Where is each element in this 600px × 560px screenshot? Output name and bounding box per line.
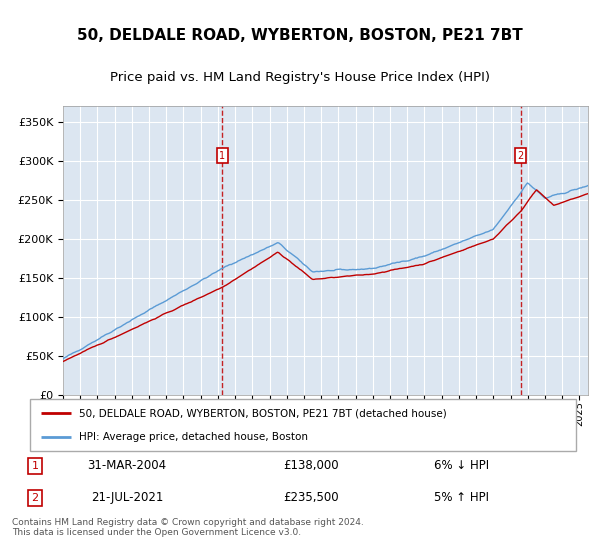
Text: HPI: Average price, detached house, Boston: HPI: Average price, detached house, Bost… — [79, 432, 308, 442]
Text: 50, DELDALE ROAD, WYBERTON, BOSTON, PE21 7BT (detached house): 50, DELDALE ROAD, WYBERTON, BOSTON, PE21… — [79, 408, 447, 418]
Text: £138,000: £138,000 — [284, 459, 340, 472]
Text: 50, DELDALE ROAD, WYBERTON, BOSTON, PE21 7BT: 50, DELDALE ROAD, WYBERTON, BOSTON, PE21… — [77, 27, 523, 43]
Text: 1: 1 — [32, 461, 38, 470]
Text: 21-JUL-2021: 21-JUL-2021 — [91, 491, 163, 505]
Text: 6% ↓ HPI: 6% ↓ HPI — [434, 459, 489, 472]
Text: 5% ↑ HPI: 5% ↑ HPI — [434, 491, 489, 505]
Text: £235,500: £235,500 — [284, 491, 340, 505]
FancyBboxPatch shape — [30, 399, 576, 451]
Text: Contains HM Land Registry data © Crown copyright and database right 2024.
This d: Contains HM Land Registry data © Crown c… — [12, 518, 364, 538]
Text: Price paid vs. HM Land Registry's House Price Index (HPI): Price paid vs. HM Land Registry's House … — [110, 71, 490, 85]
Text: 31-MAR-2004: 31-MAR-2004 — [88, 459, 167, 472]
Text: 2: 2 — [517, 151, 524, 161]
Text: 1: 1 — [219, 151, 225, 161]
Text: 2: 2 — [31, 493, 38, 503]
